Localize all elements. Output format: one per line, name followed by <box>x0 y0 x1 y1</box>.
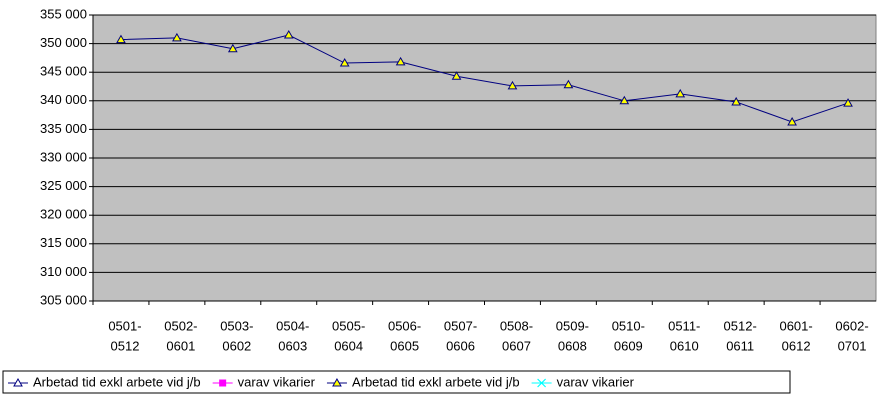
y-tick-label: 350 000 <box>40 35 87 50</box>
x-tick-label: 0502- <box>164 318 197 333</box>
marker <box>451 71 462 80</box>
series-line <box>120 34 849 123</box>
legend: Arbetad tid exkl arbete vid j/b varav vik… <box>2 370 791 394</box>
marker <box>395 56 406 66</box>
x-tick-label: 0504- <box>276 318 309 333</box>
x-tick-label: 0511- <box>668 318 700 333</box>
legend-label: varav vikarier <box>238 374 316 389</box>
marker <box>172 32 182 42</box>
y-tick-label: 315 000 <box>40 235 87 250</box>
x-tick-label: 0512 <box>111 338 140 353</box>
legend-box <box>2 370 791 394</box>
x-tick-label: 0512- <box>724 318 757 333</box>
y-tick-label: 330 000 <box>40 149 87 164</box>
x-tick-label: 0608 <box>558 338 587 353</box>
x-tick-label: 0603 <box>278 338 307 353</box>
x-tick-label: 0501- <box>108 318 141 333</box>
x-tick-label: 0503- <box>220 318 253 333</box>
x-tick-label: 0601- <box>779 318 812 333</box>
marker <box>227 43 238 53</box>
marker <box>332 377 342 387</box>
x-tick-label: 0701 <box>838 338 867 353</box>
x-tick-label: 0604 <box>334 338 363 353</box>
y-tick-label: 310 000 <box>40 264 87 279</box>
marker <box>619 95 630 105</box>
marker <box>731 96 742 106</box>
legend-label: varav vikarier <box>557 374 635 389</box>
y-tick-label: 325 000 <box>40 178 87 193</box>
x-tick-label: 0611 <box>726 338 754 353</box>
x-tick-label: 0602- <box>835 318 868 333</box>
x-tick-label: 0607 <box>502 338 531 353</box>
x-tick-label: 0508- <box>500 318 533 333</box>
x-tick-label: 0612 <box>782 338 811 353</box>
marker <box>537 378 547 388</box>
marker <box>787 116 797 126</box>
y-tick-label: 335 000 <box>40 121 87 136</box>
marker <box>675 88 686 98</box>
x-tick-label: 0610 <box>670 338 699 353</box>
marker <box>116 34 126 44</box>
marker <box>843 98 853 107</box>
marker <box>339 58 350 67</box>
x-tick-label: 0609 <box>614 338 643 353</box>
y-tick-label: 320 000 <box>40 207 87 222</box>
x-tick-label: 0507- <box>444 318 477 333</box>
x-tick-label: 0506- <box>388 318 421 333</box>
x-tick-label: 0606 <box>446 338 475 353</box>
y-tick-label: 355 000 <box>40 6 87 21</box>
marker <box>507 80 518 90</box>
marker <box>13 377 23 387</box>
y-tick-label: 305 000 <box>40 292 87 307</box>
marker <box>283 30 294 39</box>
legend-label: Arbetad tid exkl arbete vid j/b <box>33 374 201 389</box>
x-tick-label: 0510- <box>612 318 645 333</box>
y-tick-label: 345 000 <box>40 64 87 79</box>
x-tick-label: 0602 <box>222 338 251 353</box>
x-tick-label: 0605 <box>390 338 419 353</box>
x-tick-label: 0509- <box>556 318 589 333</box>
marker <box>219 379 227 387</box>
x-tick-label: 0505- <box>332 318 365 333</box>
marker <box>563 79 574 89</box>
x-tick-label: 0601 <box>166 338 195 353</box>
y-tick-label: 340 000 <box>40 92 87 107</box>
legend-label: Arbetad tid exkl arbete vid j/b <box>352 374 520 389</box>
